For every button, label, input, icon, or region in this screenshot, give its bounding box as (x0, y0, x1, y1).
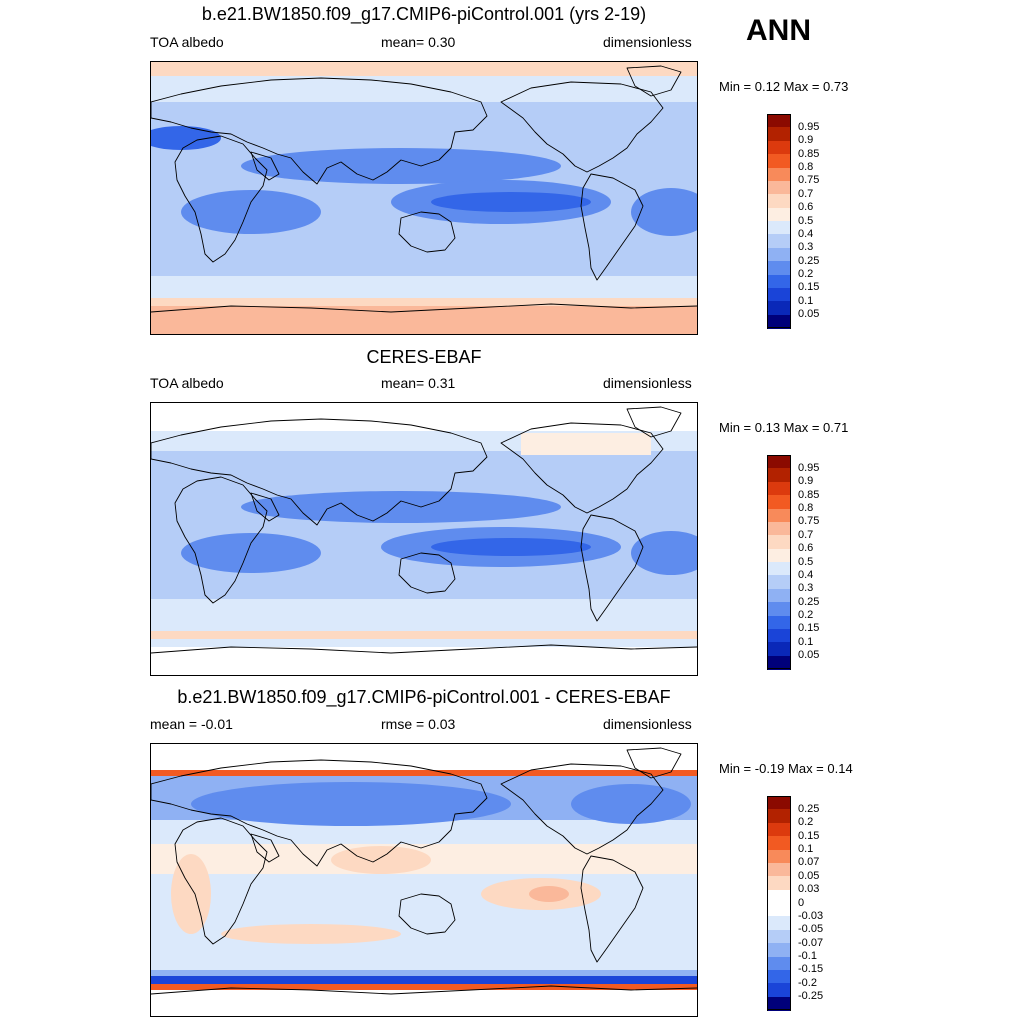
colorbar-tick-label: -0.03 (798, 909, 824, 922)
colorbar-tick-label: 0.4 (798, 568, 814, 581)
colorbar-tick-label: 0.1 (798, 294, 814, 307)
colorbar-tick-label: 0.95 (798, 461, 820, 474)
colorbar-frame (767, 455, 791, 669)
colorbar-tick-label: 0.05 (798, 308, 820, 321)
colorbar-tick-label: -0.2 (798, 976, 817, 989)
colorbar-tick-label: 0.95 (798, 120, 820, 133)
colorbar-tick-label: 0.07 (798, 856, 820, 869)
colorbar-tick-label: 0.6 (798, 201, 814, 214)
panel-1-colorbar (767, 114, 791, 329)
colorbar-tick-label: -0.1 (798, 950, 817, 962)
colorbar-tick-label: -0.15 (798, 963, 824, 976)
colorbar-frame (767, 796, 791, 1010)
panel-2-center-label: mean= 0.31 (381, 375, 456, 391)
colorbar-tick-label: -0.25 (798, 990, 824, 1003)
panel-1-right-label: dimensionless (603, 34, 692, 50)
colorbar-tick-label: 0.25 (798, 595, 820, 608)
panel-2-colorbar (767, 455, 791, 670)
colorbar-tick-label: 0.85 (798, 147, 820, 160)
colorbar-tick-label: -0.07 (798, 936, 824, 949)
colorbar-tick-label: 0.3 (798, 241, 814, 254)
colorbar-tick-label: 0.05 (798, 649, 820, 662)
panel-1-left-label: TOA albedo (150, 34, 224, 50)
colorbar-tick-label: 0.8 (798, 502, 814, 514)
season-label: ANN (746, 14, 811, 47)
colorbar-tick-label: 0.7 (798, 528, 814, 541)
panel-2-map (150, 402, 698, 676)
colorbar-tick-label: 0.3 (798, 582, 814, 595)
colorbar-tick-label: 0.25 (798, 254, 820, 267)
colorbar-tick-label: 0.2 (798, 816, 814, 829)
colorbar-tick-label: 0.15 (798, 622, 820, 635)
panel-1-title: b.e21.BW1850.f09_g17.CMIP6-piControl.001… (201, 4, 647, 24)
colorbar-tick-label: 0.15 (798, 281, 820, 294)
colorbar-tick-label: 0.75 (798, 515, 820, 528)
colorbar-tick-label: 0.1 (798, 635, 814, 648)
colorbar-tick-label: 0.5 (798, 555, 814, 568)
colorbar-tick-label: 0.5 (798, 214, 814, 227)
colorbar-tick-label: 0.8 (798, 161, 814, 173)
colorbar-tick-label: 0.25 (798, 802, 820, 815)
colorbar-tick-label: 0.9 (798, 134, 814, 147)
colorbar-tick-label: -0.05 (798, 923, 824, 936)
panel-2-left-label: TOA albedo (150, 375, 224, 391)
colorbar-tick-label: 0.9 (798, 475, 814, 488)
panel-1-minmax: Min = 0.12 Max = 0.73 (719, 79, 849, 94)
panel-2-minmax: Min = 0.13 Max = 0.71 (719, 420, 849, 435)
colorbar-tick-label: 0.6 (798, 542, 814, 555)
colorbar-tick-label: 0.1 (798, 843, 814, 855)
colorbar-tick-label: 0.2 (798, 268, 814, 280)
colorbar-tick-label: 0.4 (798, 227, 814, 240)
colorbar-tick-label: 0.85 (798, 488, 820, 501)
panel-3-minmax: Min = -0.19 Max = 0.14 (719, 761, 853, 776)
colorbar-tick-label: 0.2 (798, 609, 814, 621)
panel-3-right-label: dimensionless (603, 716, 692, 732)
colorbar-tick-label: 0.03 (798, 883, 820, 896)
colorbar-tick-label: 0.75 (798, 174, 820, 187)
panel-3-center-label: rmse = 0.03 (381, 716, 456, 732)
panel-1-center-label: mean= 0.30 (381, 34, 456, 50)
colorbar-tick-label: 0.15 (798, 829, 820, 842)
panel-2-right-label: dimensionless (603, 375, 692, 391)
panel-3-left-label: mean = -0.01 (150, 716, 233, 732)
panel-2-title: CERES-EBAF (366, 347, 482, 367)
colorbar-tick-label: 0.7 (798, 187, 814, 200)
panel-3-title: b.e21.BW1850.f09_g17.CMIP6-piControl.001… (177, 687, 671, 707)
colorbar-tick-label: 0.05 (798, 869, 820, 882)
colorbar-tick-label: 0 (798, 896, 805, 909)
panel-1-map (150, 61, 698, 335)
colorbar-frame (767, 114, 791, 328)
panel-3-map (150, 743, 698, 1017)
panel-3-colorbar (767, 796, 791, 1011)
